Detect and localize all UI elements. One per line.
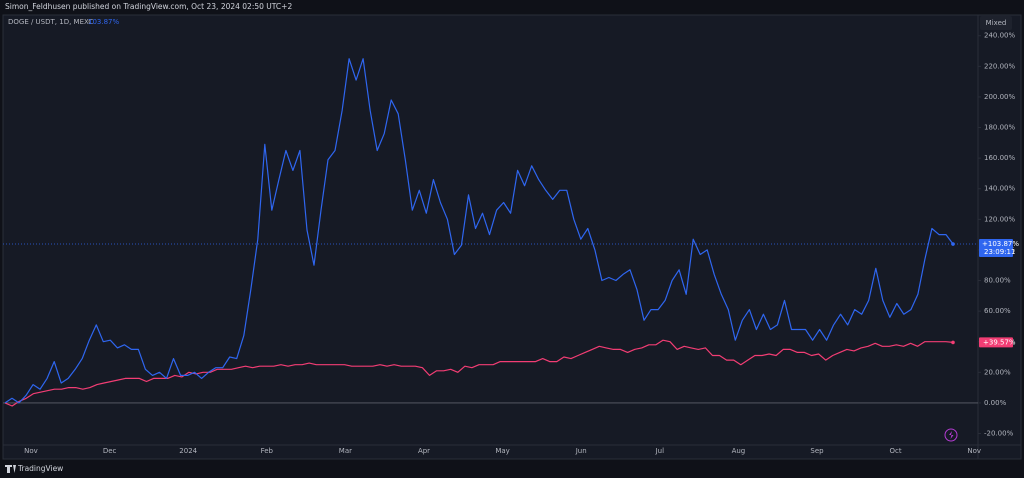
x-tick-label: Oct — [890, 447, 902, 455]
mode-label[interactable]: Mixed — [986, 19, 1007, 27]
y-tick-label: 240.00% — [984, 32, 1015, 40]
y-tick-label: 160.00% — [984, 154, 1015, 162]
y-tick-label: 220.00% — [984, 62, 1015, 70]
event-bolt — [949, 431, 954, 439]
header: Simon_Feldhusen published on TradingView… — [5, 2, 292, 11]
last-price-label: +103.87% — [982, 240, 1019, 248]
x-tick-label: Feb — [261, 447, 274, 455]
logo — [5, 465, 16, 473]
last-price-tag — [979, 239, 1013, 258]
last-price-tag — [979, 337, 1013, 348]
x-tick-label: 2024 — [179, 447, 197, 455]
y-tick-label: 80.00% — [984, 277, 1011, 285]
legend-value: 103.87% — [88, 18, 119, 26]
countdown: 23:09:11 — [984, 248, 1015, 256]
x-tick-label: Dec — [103, 447, 117, 455]
y-tick-label: 200.00% — [984, 93, 1015, 101]
y-tick-label: 180.00% — [984, 124, 1015, 132]
series-line — [4, 58, 954, 404]
y-tick-label: 60.00% — [984, 307, 1011, 315]
event-icon[interactable] — [944, 428, 958, 442]
x-tick-label: Jul — [655, 447, 665, 455]
legend-title: DOGE / USDT, 1D, MEXC — [8, 18, 93, 26]
footer: TradingView — [17, 464, 63, 473]
y-tick-label: 0.00% — [984, 399, 1007, 407]
x-tick-label: Sep — [810, 447, 824, 455]
last-point — [951, 242, 955, 246]
y-tick-label: 20.00% — [984, 368, 1011, 376]
chart-pane — [2, 14, 1022, 460]
y-tick-label: -20.00% — [984, 430, 1014, 438]
x-tick-label: Nov — [967, 447, 981, 455]
x-tick-label: Apr — [418, 447, 430, 455]
x-tick-label: Nov — [24, 447, 38, 455]
x-tick-label: Jun — [575, 447, 587, 455]
last-price-label: +39.57% — [983, 338, 1016, 346]
y-tick-label: 120.00% — [984, 215, 1015, 223]
mode-button[interactable] — [980, 16, 1012, 30]
series-line — [4, 339, 954, 407]
y-tick-label: 140.00% — [984, 185, 1015, 193]
plot: 240.00% 220.00% 200.00% 180.00% 160.00% 140.0… — [3, 32, 1019, 455]
x-tick-label: May — [495, 447, 509, 455]
last-point — [951, 340, 955, 345]
x-tick-label: Aug — [732, 447, 746, 455]
x-tick-label: Mar — [339, 447, 352, 455]
